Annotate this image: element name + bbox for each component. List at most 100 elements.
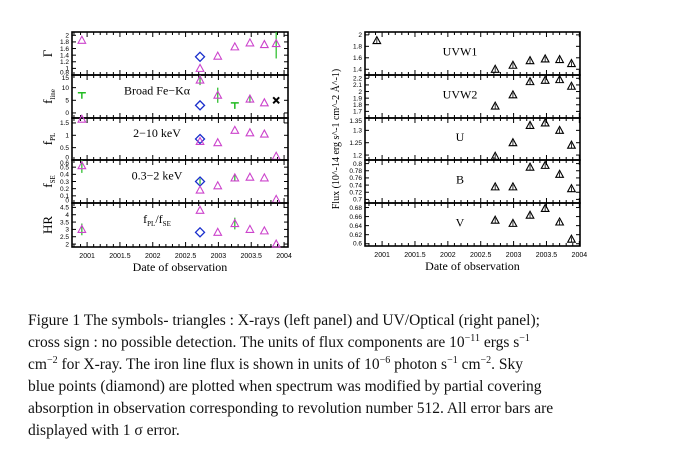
panel-annotation: 2−10 keV <box>133 126 181 140</box>
caption-text: blue points (diamond) are plotted when s… <box>28 378 542 395</box>
triangle-marker <box>77 114 87 123</box>
triangle-marker <box>540 53 550 63</box>
y-tick-label: 0.7 <box>353 197 362 204</box>
y-axis-label: fSE <box>40 175 57 188</box>
figure-caption: Figure 1 The symbols- triangles : X-rays… <box>28 310 658 442</box>
triangle-marker <box>195 74 205 84</box>
y-tick-label: 1.8 <box>353 44 362 51</box>
triangle-marker <box>554 125 565 134</box>
panel-3: 0.70.720.740.760.780.8 B <box>349 159 581 204</box>
y-tick-label: 1.8 <box>60 39 69 46</box>
diamond-marker <box>194 226 206 238</box>
caption-line: absorption in observation corresponding … <box>28 398 658 420</box>
triangle-marker <box>271 194 281 203</box>
caption-text: displayed with 1 σ error. <box>28 422 180 439</box>
caption-line: Figure 1 The symbols- triangles : X-rays… <box>28 310 658 332</box>
triangle-marker <box>195 184 205 194</box>
triangle-marker <box>195 205 205 214</box>
x-axis-label: Date of observation <box>133 260 228 274</box>
triangle-marker <box>271 38 281 48</box>
triangle-marker <box>566 183 577 193</box>
triangle-marker <box>490 64 500 73</box>
triangle-marker <box>195 63 205 72</box>
triangle-marker <box>213 90 223 99</box>
triangle-marker <box>259 225 270 235</box>
y-tick-label: 1.3 <box>353 128 362 135</box>
y-tick-label: 0.5 <box>60 145 69 152</box>
caption-text: −2 <box>46 354 58 366</box>
y-tick-label: 0.3 <box>60 179 69 186</box>
triangle-marker <box>271 151 281 160</box>
y-tick-label: 3 <box>65 227 69 234</box>
y-tick-label: 2 <box>65 33 69 40</box>
y-tick-label: 1.35 <box>349 118 362 125</box>
triangle-marker <box>245 172 255 181</box>
triangle-marker <box>525 76 535 86</box>
y-tick-label: 2 <box>358 89 362 96</box>
y-axis-label-sub: SE <box>49 175 57 183</box>
triangle-marker <box>245 127 255 137</box>
triangle-marker <box>508 89 518 99</box>
x-tick-label: 2003.5 <box>241 253 263 260</box>
triangle-marker <box>259 128 270 138</box>
x-tick-label: 2001.5 <box>404 252 426 259</box>
uv-optical-panel: 1.41.61.82UVW11.71.81.922.12.2UVW21.21.2… <box>330 31 587 273</box>
y-tick-label: 1.4 <box>60 52 69 59</box>
y-tick-label: 0.1 <box>60 193 69 200</box>
y-tick-label: 1.5 <box>60 120 69 127</box>
caption-text: −6 <box>379 354 391 366</box>
triangle-marker <box>245 37 255 47</box>
panel-3: 00.10.20.30.40.50.6 fSE 0.3−2 keV <box>40 159 289 204</box>
panel-frame <box>71 202 289 248</box>
x-tick-label: 2001.5 <box>109 253 131 260</box>
caption-text: −11 <box>464 332 480 344</box>
y-tick-label: 0.68 <box>349 205 362 212</box>
y-tick-label: 0.8 <box>60 69 69 76</box>
triangle-marker <box>259 97 270 107</box>
triangle-marker <box>213 50 223 60</box>
triangle-marker <box>77 224 87 233</box>
triangle-marker <box>525 120 535 129</box>
y-tick-label: 1 <box>65 133 69 140</box>
caption-text: for X-ray. The iron line flux is shown i… <box>57 356 380 373</box>
panel-annotation: V <box>456 216 465 230</box>
y-tick-label: 0.62 <box>349 232 362 239</box>
y-tick-label: 2.2 <box>353 76 362 83</box>
panel-annotation: UVW2 <box>443 88 478 102</box>
y-tick-label: 0 <box>65 154 69 161</box>
y-tick-label: 5 <box>65 98 69 105</box>
triangle-marker <box>245 224 255 233</box>
panel-annotation: Broad Fe−Kα <box>124 84 191 98</box>
caption-text: cm <box>28 356 47 373</box>
caption-text: cm <box>457 356 481 373</box>
y-tick-label: 0.5 <box>60 164 69 171</box>
triangle-marker <box>525 162 535 171</box>
triangle-marker <box>230 41 240 51</box>
upper-limit-marker <box>230 102 239 109</box>
y-tick-label: 1.7 <box>353 109 362 116</box>
caption-line: displayed with 1 σ error. <box>28 420 658 442</box>
y-tick-label: 10 <box>62 85 70 92</box>
y-tick-label: 2 <box>358 32 362 39</box>
caption-line: cm−2 for X-ray. The iron line flux is sh… <box>28 354 658 376</box>
x-tick-label: 2002 <box>145 253 161 260</box>
triangle-marker <box>213 180 223 190</box>
y-tick-label: 0.64 <box>349 223 362 230</box>
panel-0: 1.4 1.6 1.8 2 UVW1 <box>353 31 581 76</box>
panel-4: 22.533.544.5 HR fPL/fSE <box>40 202 289 248</box>
triangle-marker <box>540 203 550 212</box>
y-axis-label-text: Flux (10^-14 erg s^-1 cm^-2 Å^-1) <box>330 69 342 210</box>
caption-text: −2 <box>480 354 492 366</box>
caption-text: Figure 1 The symbols- triangles : X-rays… <box>28 312 540 329</box>
triangle-marker <box>508 137 518 147</box>
y-axis-label-main: f <box>40 99 55 104</box>
triangle-marker <box>245 93 255 103</box>
caption-text: cross sign : no possible detection. The … <box>28 334 465 351</box>
x-tick-label: 2002.5 <box>175 253 197 260</box>
y-axis-label: fPL <box>40 133 57 146</box>
x-tick-label: 2001 <box>374 252 390 259</box>
triangle-marker <box>213 227 223 236</box>
triangle-marker <box>230 218 240 228</box>
